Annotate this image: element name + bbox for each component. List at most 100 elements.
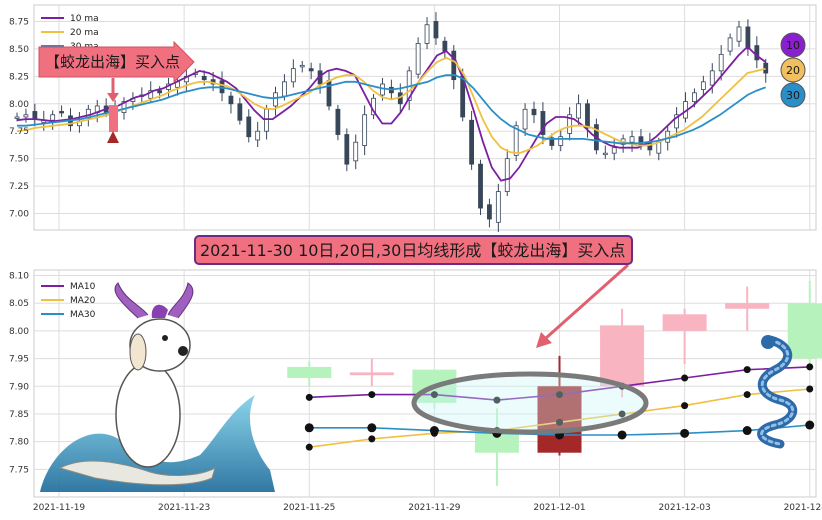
x-tick-label: 2021-12-07 [784, 503, 822, 513]
x-ticks: 2021-11-19 2021-11-23 2021-11-25 2021-11-29… [33, 503, 822, 513]
dragon-illustration [757, 335, 797, 449]
top-candle-body [50, 114, 56, 121]
top-candle-body [246, 116, 252, 138]
legend-label-10ma: 10 ma [70, 14, 99, 24]
bottom-point-MA20 [556, 418, 564, 426]
callout-background [194, 235, 633, 265]
top-candle-body [299, 64, 305, 68]
top-candle-body [32, 111, 38, 120]
callout-box: 2021-11-30 10日,20日,30日均线形成【蛟龙出海】买入点 [194, 235, 633, 265]
bottom-y-tick-label: 8.10 [9, 272, 29, 282]
top-candle-body [558, 136, 564, 146]
bottom-candle-body [725, 303, 770, 309]
top-y-tick-label: 7.50 [9, 155, 29, 165]
bottom-legend: MA10 MA20 MA30 [41, 282, 96, 320]
top-candle-body [576, 103, 581, 119]
banner-arrow-shape [38, 40, 195, 84]
top-candle-body [638, 136, 644, 146]
top-candle-body [718, 53, 724, 72]
top-candle-body [282, 81, 287, 97]
top-y-tick-label: 8.00 [9, 100, 29, 110]
dog-body [115, 362, 181, 468]
crossover-highlight-ellipse [411, 371, 649, 435]
top-candle-body [692, 92, 697, 102]
top-candle-body [59, 111, 64, 114]
bottom-point-MA10 [806, 363, 814, 371]
ma10-circle-label: 10 [786, 39, 800, 52]
bottom-point-MA20 [743, 391, 751, 399]
x-tick-label: 2021-12-03 [658, 503, 710, 513]
bottom-point-MA30 [367, 423, 377, 433]
top-candle-body [380, 83, 385, 96]
bottom-candle-body [474, 430, 519, 453]
top-candle-body [540, 111, 546, 135]
bottom-y-ticks: 7.75 7.80 7.85 7.90 7.95 8.00 8.05 8.10 [9, 272, 29, 476]
buy-point-banner: 【蛟龙出海】买入点 [38, 40, 195, 84]
bottom-point-MA10 [556, 391, 564, 399]
bottom-y-tick-label: 7.80 [9, 438, 29, 448]
top-candle-body [121, 101, 127, 113]
bottom-point-MA30 [805, 420, 815, 430]
top-candle-body [201, 75, 207, 81]
top-y-tick-label: 8.75 [9, 17, 29, 27]
dragon-scales [760, 338, 794, 446]
top-candle-body [344, 134, 350, 165]
top-candle-body [353, 141, 359, 162]
ma30-circle [780, 82, 806, 108]
top-candle-body [549, 137, 555, 146]
bottom-point-MA10 [743, 366, 751, 374]
bottom-point-MA10 [493, 396, 501, 404]
bottom-point-MA20 [368, 435, 376, 443]
top-candle-body [727, 37, 733, 52]
x-tick-label: 2021-11-25 [283, 503, 335, 513]
legend-label-20ma: 20 ma [70, 28, 99, 38]
top-candle-body [513, 125, 519, 156]
bottom-y-tick-label: 7.90 [9, 382, 29, 392]
top-candle-body [264, 108, 269, 132]
top-candle-body [237, 103, 243, 121]
ma20-circle-label: 20 [786, 64, 800, 77]
top-candle-body [656, 141, 662, 154]
top-candle-body [14, 116, 20, 119]
bottom-candle-body [349, 372, 394, 376]
bottom-point-MA30 [429, 426, 439, 436]
top-candle-body [335, 108, 341, 135]
legend-label-ma30: MA30 [70, 310, 96, 320]
dog-eye [162, 335, 168, 341]
x-tick-label: 2021-11-23 [158, 503, 210, 513]
top-candle-body [674, 114, 680, 129]
surfing-dog-illustration [40, 282, 275, 492]
top-candle-body [763, 62, 769, 74]
top-y-tick-label: 8.25 [9, 72, 29, 82]
dragon-horn-right [167, 282, 194, 319]
top-candle-body [736, 26, 742, 42]
bottom-point-MA30 [617, 430, 627, 440]
top-candle-body [709, 70, 715, 86]
top-candle-body [522, 108, 528, 130]
top-candle-body [362, 114, 368, 146]
bottom-candle-body [787, 303, 822, 359]
top-candle-body [504, 158, 510, 192]
x-tick-label: 2021-11-29 [408, 503, 461, 513]
top-line-30ma [17, 74, 767, 145]
dragon-crest [151, 304, 168, 318]
top-candle-body [23, 114, 29, 118]
top-line-20ma [16, 56, 766, 155]
x-tick-label: 2021-11-19 [33, 503, 86, 513]
x-tick-label: 2021-12-01 [533, 503, 585, 513]
top-candle-body [629, 136, 635, 143]
bottom-point-MA10 [368, 391, 376, 399]
bottom-y-tick-label: 8.05 [9, 299, 29, 309]
bottom-point-MA20 [305, 443, 313, 451]
top-candle-body [424, 24, 430, 44]
top-candle-body [602, 152, 608, 156]
top-candle-body [148, 90, 154, 99]
callout-arrow-head [536, 332, 552, 348]
bottom-point-MA10 [681, 374, 689, 382]
top-candle-body [326, 80, 332, 107]
legend-label-ma20: MA20 [70, 296, 96, 306]
banner-text: 【蛟龙出海】买入点 [45, 53, 180, 71]
top-y-tick-label: 7.00 [9, 210, 29, 220]
bottom-panel: 7.75 7.80 7.85 7.90 7.95 8.00 8.05 8.10 2021-11… [9, 263, 822, 513]
